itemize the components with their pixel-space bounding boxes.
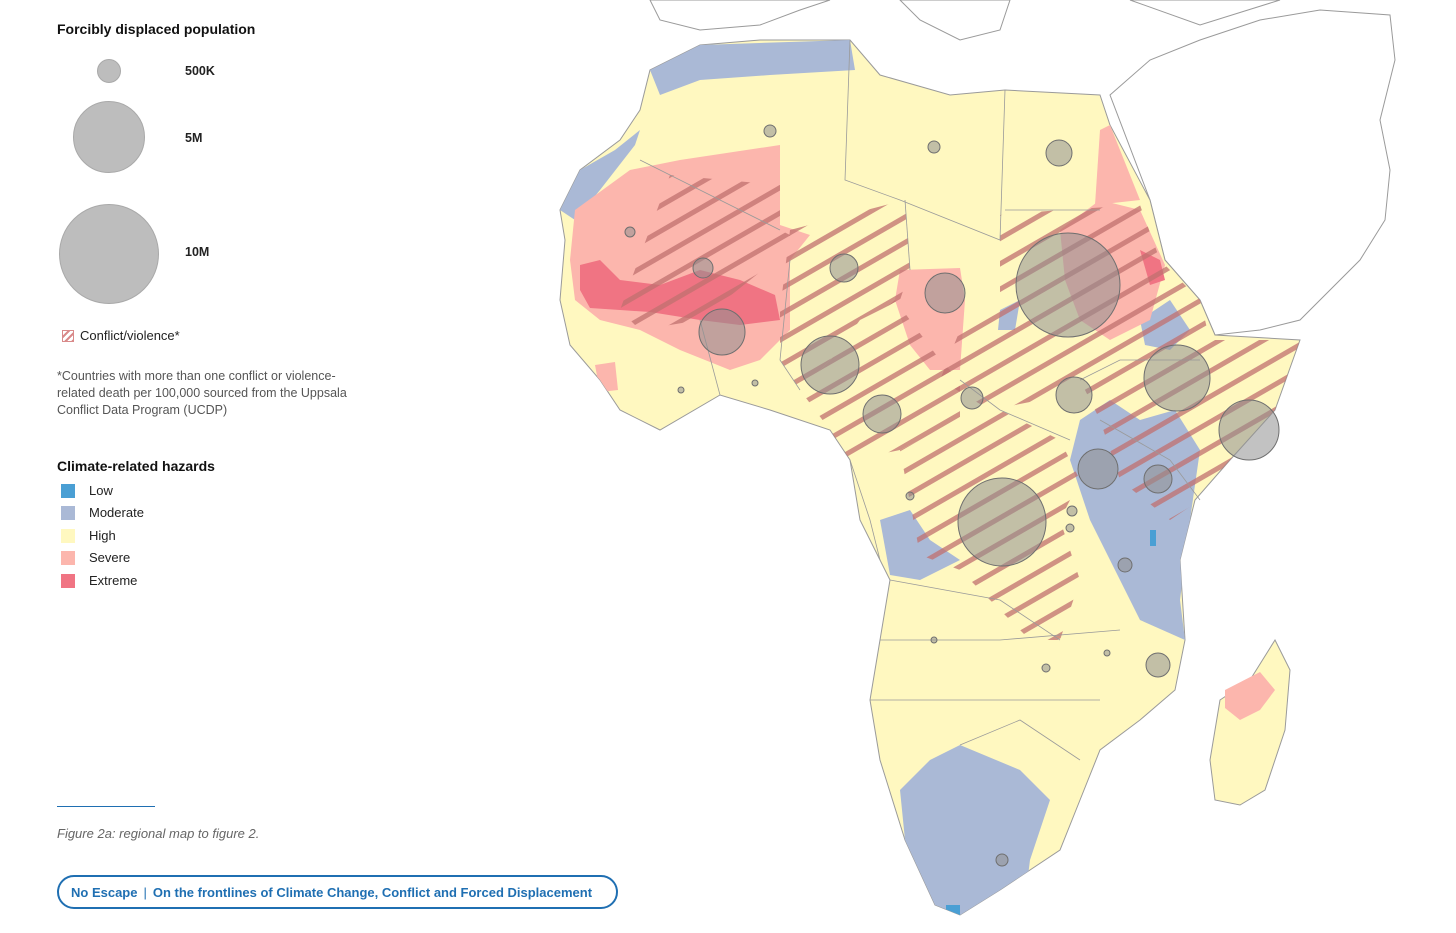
report-brand: No Escape — [71, 884, 138, 900]
population-circle — [800, 335, 860, 395]
hazard-item-extreme: Extreme — [61, 573, 137, 588]
population-circle — [1077, 448, 1119, 490]
hazard-swatch-severe — [61, 550, 75, 565]
legend-size-10m: 10M — [185, 245, 210, 259]
caption-rule — [57, 806, 155, 807]
population-circle — [1065, 523, 1075, 533]
population-circle — [995, 853, 1009, 867]
hazard-item-moderate: Moderate — [61, 505, 144, 520]
legend-circle-10m — [59, 204, 159, 304]
population-circle — [1066, 505, 1078, 517]
population-circle — [927, 140, 941, 154]
population-circle — [829, 253, 859, 283]
hazard-swatch-moderate — [61, 505, 75, 520]
population-circle — [862, 394, 902, 434]
population-circle — [1045, 139, 1073, 167]
hazard-label-moderate: Moderate — [89, 505, 144, 520]
hazard-label-extreme: Extreme — [89, 573, 138, 588]
report-separator: | — [143, 884, 147, 900]
population-circle — [692, 257, 714, 279]
population-circle — [698, 308, 746, 356]
hazard-label-high: High — [89, 528, 116, 543]
hazard-swatch-extreme — [61, 573, 75, 588]
population-circle — [1218, 399, 1280, 461]
hazard-item-high: High — [61, 528, 116, 543]
legend-circle-5m — [73, 101, 145, 173]
legend-circle-500k — [97, 59, 121, 83]
population-circle — [1103, 649, 1111, 657]
conflict-legend: Conflict/violence* — [62, 328, 180, 343]
population-circle — [751, 379, 759, 387]
population-circles — [624, 124, 1280, 867]
population-circle — [957, 477, 1047, 567]
legend-size-5m: 5M — [185, 131, 203, 145]
population-circle — [924, 272, 966, 314]
population-circle — [1143, 464, 1173, 494]
population-circle — [930, 636, 938, 644]
conflict-hatch-swatch — [62, 329, 74, 342]
hazard-label-low: Low — [89, 483, 113, 498]
legend-size-500k: 500K — [185, 64, 215, 78]
population-circle — [1117, 557, 1133, 573]
population-circle — [677, 386, 685, 394]
population-circle — [960, 386, 984, 410]
population-circle — [1145, 652, 1171, 678]
surrounding-land — [649, 0, 1396, 336]
conflict-legend-label: Conflict/violence* — [80, 328, 180, 343]
hazard-swatch-low — [61, 483, 75, 498]
hazard-item-low: Low — [61, 483, 113, 498]
population-circle — [1143, 344, 1211, 412]
population-circle — [905, 491, 915, 501]
hazards-legend-title: Climate-related hazards — [57, 458, 215, 474]
conflict-note: *Countries with more than one conflict o… — [57, 369, 347, 417]
hazard-swatch-high — [61, 528, 75, 543]
hazard-item-severe: Severe — [61, 550, 130, 565]
population-circle — [1041, 663, 1051, 673]
population-circle — [1015, 232, 1121, 338]
figure-caption: Figure 2a: regional map to figure 2. — [57, 826, 260, 841]
population-circle — [763, 124, 777, 138]
population-legend-title: Forcibly displaced population — [57, 21, 256, 37]
report-title: On the frontlines of Climate Change, Con… — [152, 884, 593, 900]
population-circle — [1055, 376, 1093, 414]
hazard-label-severe: Severe — [89, 550, 131, 565]
report-title-link[interactable]: No Escape | On the frontlines of Climate… — [57, 875, 618, 909]
population-circle — [624, 226, 636, 238]
